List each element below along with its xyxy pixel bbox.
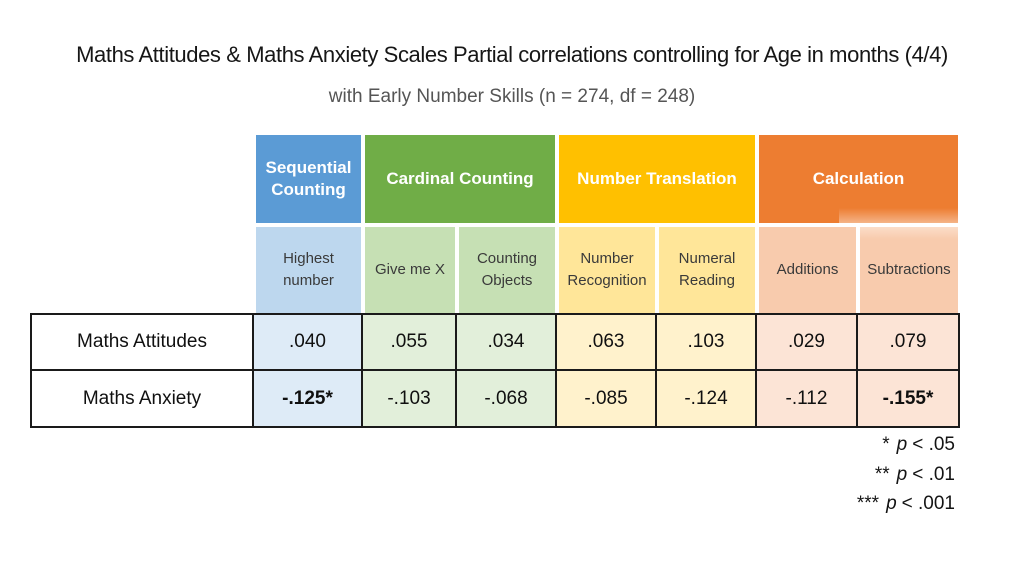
col-header-numeral-reading: Numeral Reading [659,227,755,313]
note-threshold: < .001 [901,493,955,514]
note-stars: * [882,434,890,455]
data-cell: -.103 [363,371,457,428]
note-p-symbol: p [886,493,897,514]
col-header-number-recognition: Number Recognition [559,227,655,313]
data-cell: -.112 [757,371,858,428]
data-cell: .034 [457,313,557,371]
note-stars: ** [874,463,890,485]
data-cell: .029 [757,313,858,371]
note-p-001: *** p < .001 [857,489,955,519]
data-cell-significant: -.125* [254,371,363,428]
significance-notes: * p < .05 ** p < .01 *** p < .001 [857,430,955,519]
slide-subtitle: with Early Number Skills (n = 274, df = … [328,86,696,107]
note-p-05: * p < .05 [857,430,955,460]
row-label-maths-attitudes: Maths Attitudes [30,313,254,371]
slide-title: Maths Attitudes & Maths Anxiety Scales P… [76,42,948,67]
data-cell: .040 [254,313,363,371]
data-cell: .063 [557,313,657,371]
group-header-cardinal-counting: Cardinal Counting [365,135,555,223]
data-cell: -.124 [657,371,757,428]
data-cell: .103 [657,313,757,371]
group-header-calculation: Calculation [759,135,958,223]
note-threshold: < .01 [912,463,955,485]
col-header-highest-number: Highest number [256,227,361,313]
data-cell: .055 [363,313,457,371]
note-p-symbol: p [896,434,908,455]
note-p-01: ** p < .01 [857,460,955,490]
note-stars: *** [856,493,880,514]
data-cell: -.068 [457,371,557,428]
group-header-number-translation: Number Translation [559,135,755,223]
data-cell: .079 [858,313,960,371]
row-label-maths-anxiety: Maths Anxiety [30,371,254,428]
col-header-additions: Additions [759,227,856,313]
col-header-counting-objects: Counting Objects [459,227,555,313]
data-cell: -.085 [557,371,657,428]
correlations-table: Sequential Counting Cardinal Counting Nu… [30,135,960,428]
note-threshold: < .05 [912,434,955,455]
col-header-subtractions: Subtractions [860,227,958,313]
col-header-give-me-x: Give me X [365,227,455,313]
note-p-symbol: p [896,463,908,485]
data-cell-significant: -.155* [858,371,960,428]
group-header-sequential-counting: Sequential Counting [256,135,361,223]
